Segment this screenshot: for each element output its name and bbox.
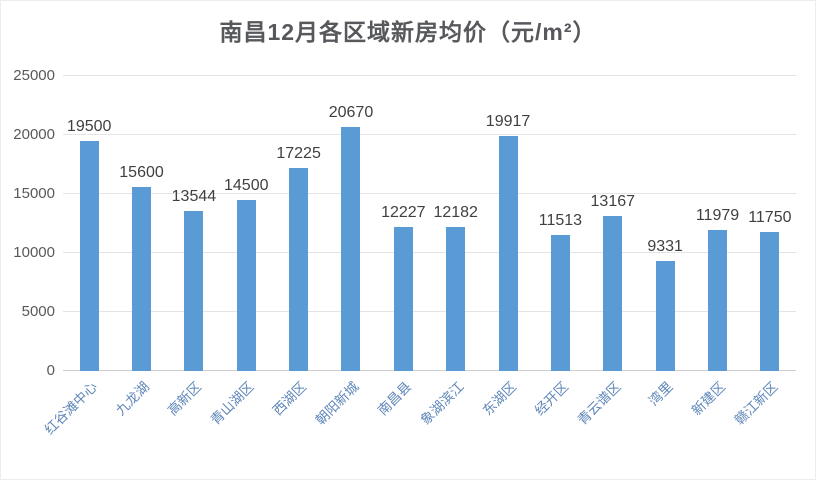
bar-value-label: 14500 — [224, 176, 269, 194]
gridline — [63, 252, 796, 253]
bar-column: 11979 — [691, 76, 743, 371]
chart-title: 南昌12月各区域新房均价（元/m²） — [219, 19, 597, 45]
x-category-label: 朝阳新城 — [312, 379, 362, 428]
x-category-label: 南昌县 — [374, 379, 414, 419]
y-tick-label: 5000 — [21, 303, 55, 320]
bar-value-label: 19500 — [66, 117, 112, 135]
x-axis-category-labels: 红谷滩中心 九龙湖 高新区 青山湖区 西湖区 朝阳新城 南昌县 象湖滨江 东湖区 经开区 青云谱区湾… — [41, 379, 796, 479]
gridline — [63, 193, 796, 194]
bar-value-label: 12227 — [381, 203, 426, 221]
x-category-label: 赣江新区 — [731, 379, 781, 428]
x-category-label: 象湖滨江 — [417, 379, 467, 428]
x-category-label: 新建区 — [688, 379, 729, 419]
bar — [79, 140, 99, 371]
bar — [603, 215, 623, 371]
bar-column: 19500 — [63, 76, 115, 371]
bar — [393, 226, 413, 371]
bar-value-label: 19917 — [485, 112, 531, 130]
bar-column: 19917 — [482, 76, 534, 371]
bar — [446, 227, 466, 371]
x-category-label: 西湖区 — [269, 379, 310, 419]
y-tick-label: 15000 — [13, 185, 55, 202]
bar — [289, 167, 309, 371]
x-category-label: 九龙湖 — [112, 379, 153, 419]
bar-value-label: 11750 — [748, 209, 792, 227]
gridline — [63, 134, 796, 135]
bar-value-label: 20670 — [328, 104, 374, 122]
bar — [707, 229, 727, 371]
gridline — [63, 311, 796, 312]
bar-column: 15600 — [115, 76, 167, 371]
bar-column: 12182 — [430, 76, 482, 371]
x-category-label: 东湖区 — [479, 379, 519, 419]
bar-value-label: 15600 — [119, 163, 164, 181]
x-category-label: 湾里 — [646, 379, 676, 409]
bar-column: 12227 — [377, 76, 429, 371]
bar-value-label: 13544 — [171, 188, 217, 206]
bar-column: 11750 — [744, 76, 796, 371]
x-category-label: 高新区 — [165, 379, 205, 419]
plot-area: 19500 15600 13544 14500 17225 20670 12227 12182… — [63, 75, 796, 371]
bar — [236, 199, 256, 371]
bar-series: 19500 15600 13544 14500 17225 20670 12227 12182… — [63, 76, 796, 371]
y-tick-label: 10000 — [13, 244, 55, 261]
x-category-label: 红谷滩中心 — [41, 379, 100, 438]
bar-value-label: 13167 — [590, 192, 636, 210]
bar — [184, 211, 204, 371]
bar-value-label: 11513 — [538, 212, 583, 230]
bar-column: 13544 — [168, 76, 220, 371]
y-tick-label: 25000 — [13, 67, 55, 84]
y-tick-label: 20000 — [13, 126, 55, 143]
bar-value-label: 17225 — [276, 144, 321, 162]
bar — [132, 186, 152, 371]
bar — [341, 127, 361, 371]
x-category-label: 经开区 — [531, 379, 571, 419]
bar-column: 11513 — [534, 76, 586, 371]
bar — [550, 235, 570, 371]
bar-value-label: 11979 — [695, 206, 740, 224]
bar-column: 9331 — [639, 76, 691, 371]
bar — [498, 135, 518, 371]
bar-value-label: 12182 — [433, 204, 478, 222]
x-category-label: 青云谱区 — [574, 379, 624, 428]
gridline — [63, 75, 796, 76]
bar-column: 14500 — [220, 76, 272, 371]
bar-column: 20670 — [325, 76, 377, 371]
x-axis-line — [63, 370, 796, 371]
x-category-label: 青山湖区 — [208, 379, 257, 428]
bar-column: 13167 — [587, 76, 639, 371]
bar — [655, 260, 675, 371]
bar — [760, 232, 780, 371]
bar-column: 17225 — [272, 76, 324, 371]
y-tick-label: 0 — [46, 362, 55, 379]
bar-value-label: 9331 — [647, 237, 683, 255]
